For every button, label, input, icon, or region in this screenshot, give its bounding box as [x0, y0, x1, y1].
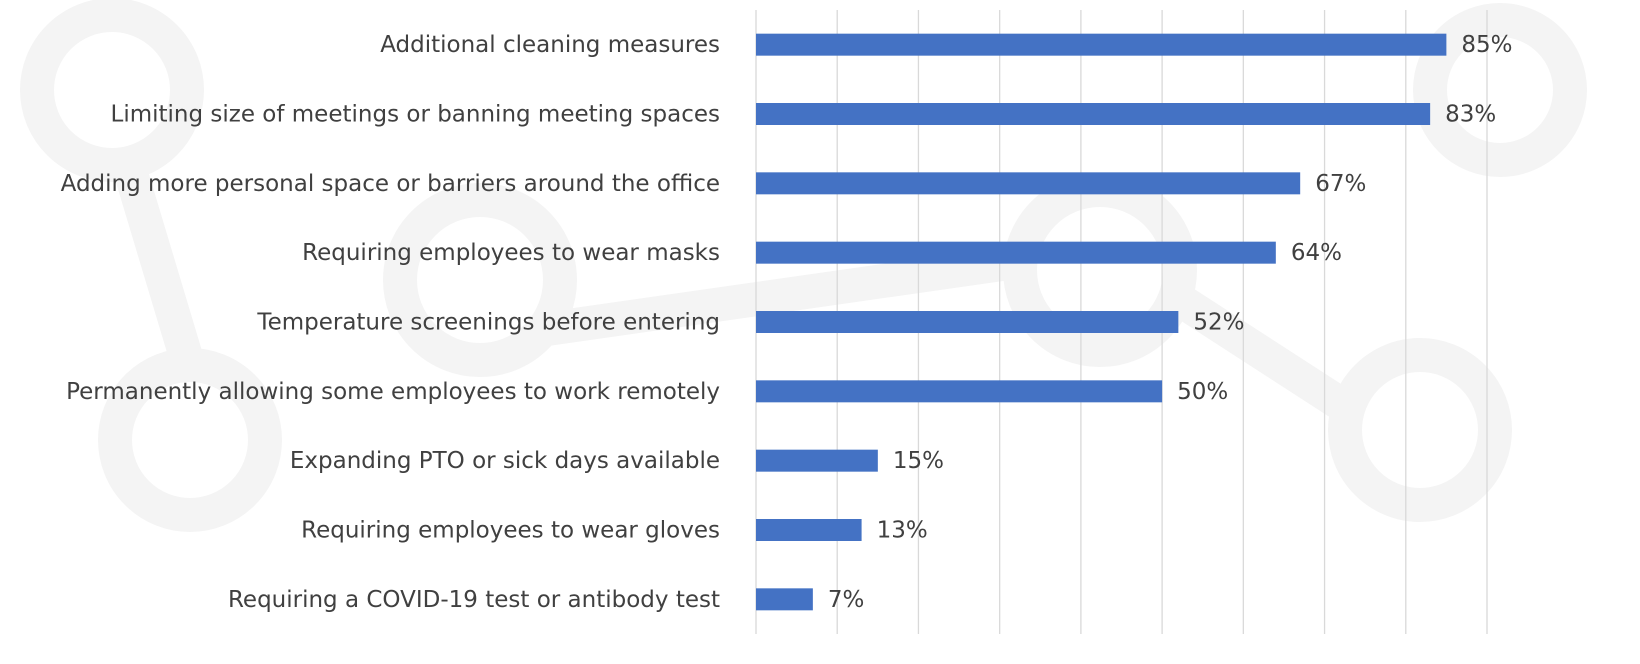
y-tick-label: Requiring employees to wear gloves	[301, 518, 720, 544]
y-tick-label: Temperature screenings before entering	[256, 310, 720, 336]
watermark	[20, 0, 1587, 532]
y-tick-label: Permanently allowing some employees to w…	[66, 379, 720, 405]
data-label: 52%	[1193, 310, 1244, 336]
bar	[756, 241, 1276, 264]
bar	[756, 103, 1431, 125]
bar	[756, 449, 878, 472]
y-tick-label: Requiring employees to wear masks	[302, 240, 720, 266]
data-label: 50%	[1177, 379, 1228, 405]
data-label: 85%	[1461, 32, 1512, 58]
y-tick-label: Additional cleaning measures	[380, 32, 720, 58]
data-label: 13%	[877, 518, 928, 544]
y-tick-label: Adding more personal space or barriers a…	[61, 171, 720, 197]
data-label: 64%	[1291, 240, 1342, 266]
bar	[756, 33, 1447, 56]
y-tick-label: Requiring a COVID-19 test or antibody te…	[228, 587, 720, 613]
y-tick-label: Limiting size of meetings or banning mee…	[111, 102, 721, 128]
y-tick-label: Expanding PTO or sick days available	[290, 448, 720, 474]
data-label: 15%	[893, 448, 944, 474]
data-label: 7%	[828, 587, 865, 613]
bar	[756, 380, 1163, 403]
data-label: 83%	[1445, 102, 1496, 128]
bar	[756, 311, 1179, 333]
bar	[756, 519, 862, 541]
data-label: 67%	[1315, 171, 1366, 197]
bar	[756, 172, 1301, 195]
bar	[756, 588, 813, 611]
